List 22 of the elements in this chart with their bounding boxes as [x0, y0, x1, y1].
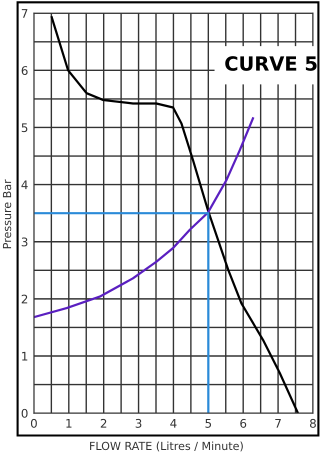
y-tick-label: 4	[21, 180, 28, 190]
x-tick-label: 8	[310, 418, 316, 428]
x-tick-label: 4	[170, 419, 177, 428]
x-tick-label: 2	[100, 418, 106, 428]
y-tick-label: 2	[22, 294, 28, 304]
y-axis-title: Pressure Bar	[2, 179, 12, 248]
y-tick-label: 3	[22, 237, 28, 246]
line-series	[34, 117, 254, 318]
y-tick-label: 1	[22, 352, 28, 360]
x-tick-label: 5	[205, 419, 212, 428]
y-tick-label: 7	[22, 9, 28, 18]
line-series	[50, 16, 300, 414]
x-tick-label: 7	[275, 419, 281, 428]
y-tick-label: 0	[22, 408, 28, 418]
x-tick-label: 6	[240, 418, 246, 428]
y-tick-label: 5	[22, 123, 28, 132]
y-tick-label: 6	[22, 66, 28, 76]
text: CURVE 5	[225, 56, 317, 71]
x-tick-label: 1	[66, 419, 72, 428]
x-tick-label: 0	[30, 418, 37, 428]
x-tick-label: 3	[136, 418, 142, 428]
x-axis-title: FLOW RATE (Litres / Minute)	[90, 442, 243, 452]
